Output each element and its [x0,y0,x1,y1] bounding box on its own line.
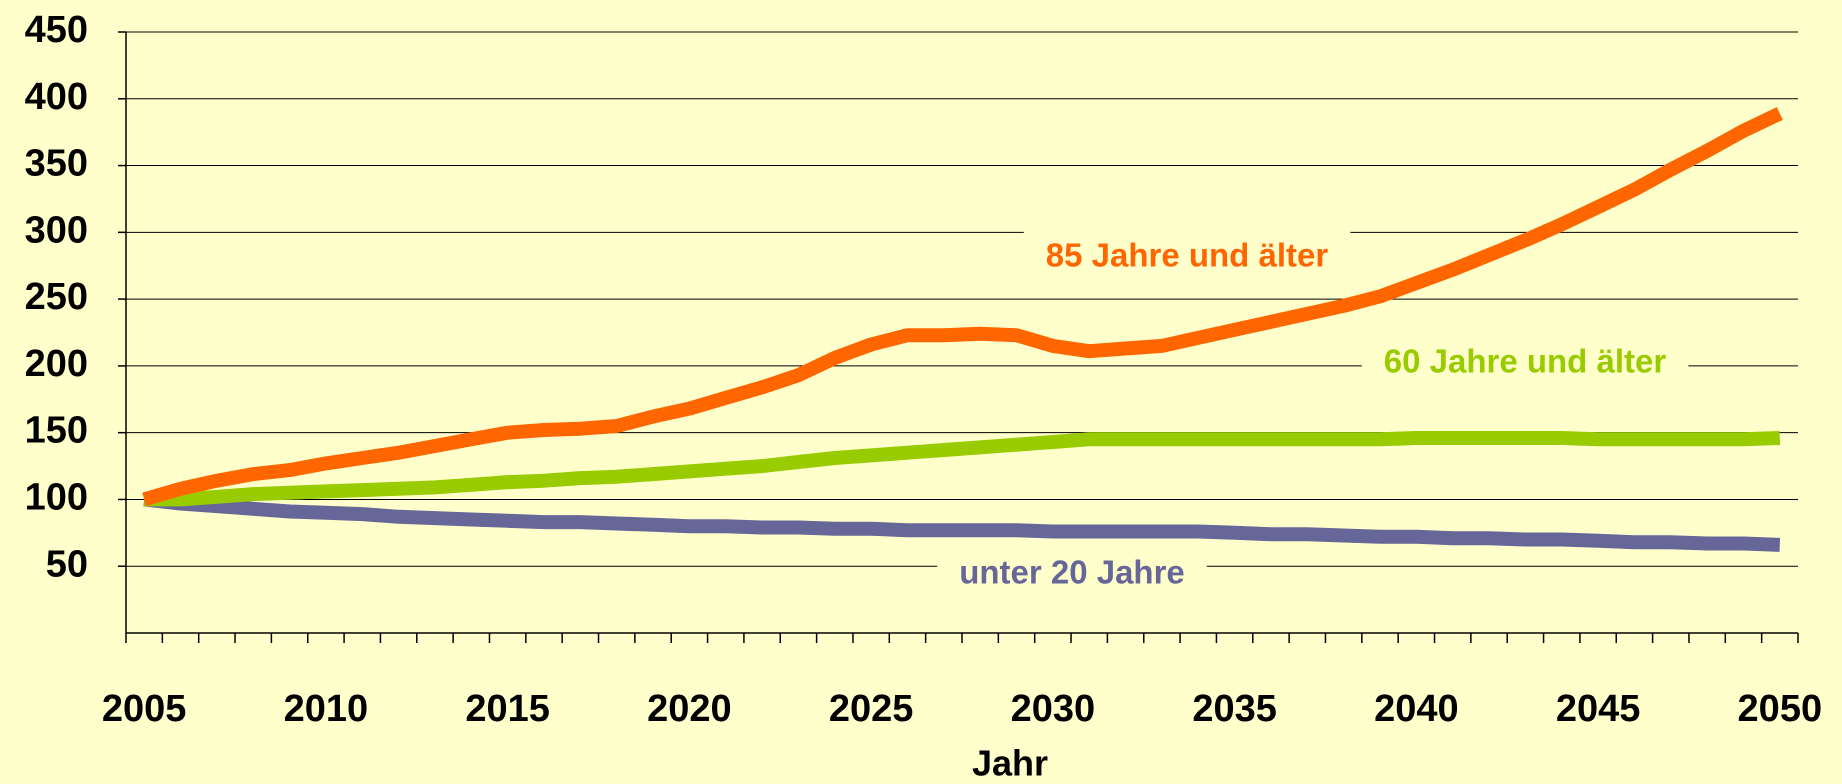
series-label-bg [937,547,1207,597]
x-tick-label: 2015 [465,688,550,730]
y-tick-label: 250 [25,276,88,318]
y-tick-label: 150 [25,410,88,452]
series-line [142,107,1783,507]
x-tick-label: 2035 [1192,688,1277,730]
x-tick-label: 2040 [1374,688,1459,730]
x-axis-label: Jahr [972,743,1048,784]
x-tick-label: 2045 [1556,688,1641,730]
series-line [144,431,1781,507]
y-tick-label: 300 [25,209,88,251]
grid: 50 100 150 200 250 300 350 400 450 2005 2010 2015 20… [25,9,1823,730]
lines [142,107,1783,552]
series-label: unter 20 Jahre [959,554,1185,591]
x-tick-label: 2050 [1738,688,1823,730]
series-label: 60 Jahre und älter [1384,343,1667,380]
y-tick-label: 100 [25,476,88,518]
x-tick-label: 2025 [829,688,914,730]
y-tick-label: 200 [25,343,88,385]
x-tick-label: 2020 [647,688,732,730]
y-tick-label: 350 [25,143,88,185]
series-line [143,492,1781,552]
series-label: 85 Jahre und älter [1046,237,1329,274]
x-tick-label: 2030 [1011,688,1096,730]
series-label-bg [1023,230,1351,280]
series-label-bg [1361,336,1689,386]
x-tick-label: 2010 [284,688,369,730]
labels: 85 Jahre und älter 60 Jahre und älter unte… [937,230,1689,597]
y-tick-label: 400 [25,76,88,118]
x-tick-label: 2005 [102,688,187,730]
y-tick-label: 450 [25,9,88,51]
y-tick-label: 50 [46,543,88,585]
